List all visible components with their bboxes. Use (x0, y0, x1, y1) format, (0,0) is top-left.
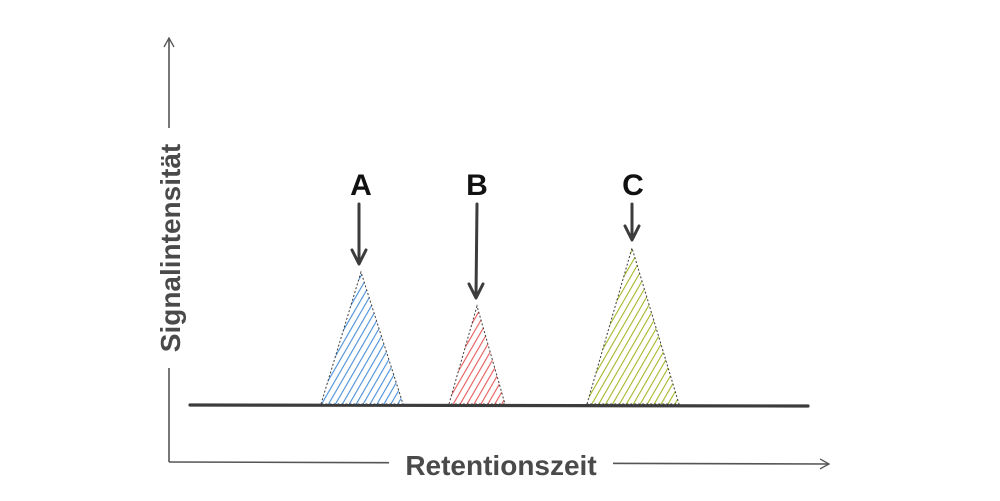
peak-a-label: A (350, 169, 372, 202)
peak-b (448, 304, 506, 405)
x-axis-label-bg (389, 448, 613, 480)
peak-c-arrowhead (623, 224, 641, 242)
y-axis-label: Signalintensität (155, 144, 186, 352)
peak-b-arrowhead (467, 282, 485, 300)
x-axis-label: Retentionszeit (405, 450, 596, 481)
peak-a-arrowhead (350, 248, 368, 266)
peak-c-label: C (622, 169, 644, 202)
peak-b-arrow (474, 202, 479, 298)
peak-a (320, 270, 404, 405)
peak-b-label: B (466, 169, 488, 202)
baseline (188, 403, 810, 408)
y-axis-label-bg (153, 128, 185, 368)
peak-c (586, 246, 680, 405)
